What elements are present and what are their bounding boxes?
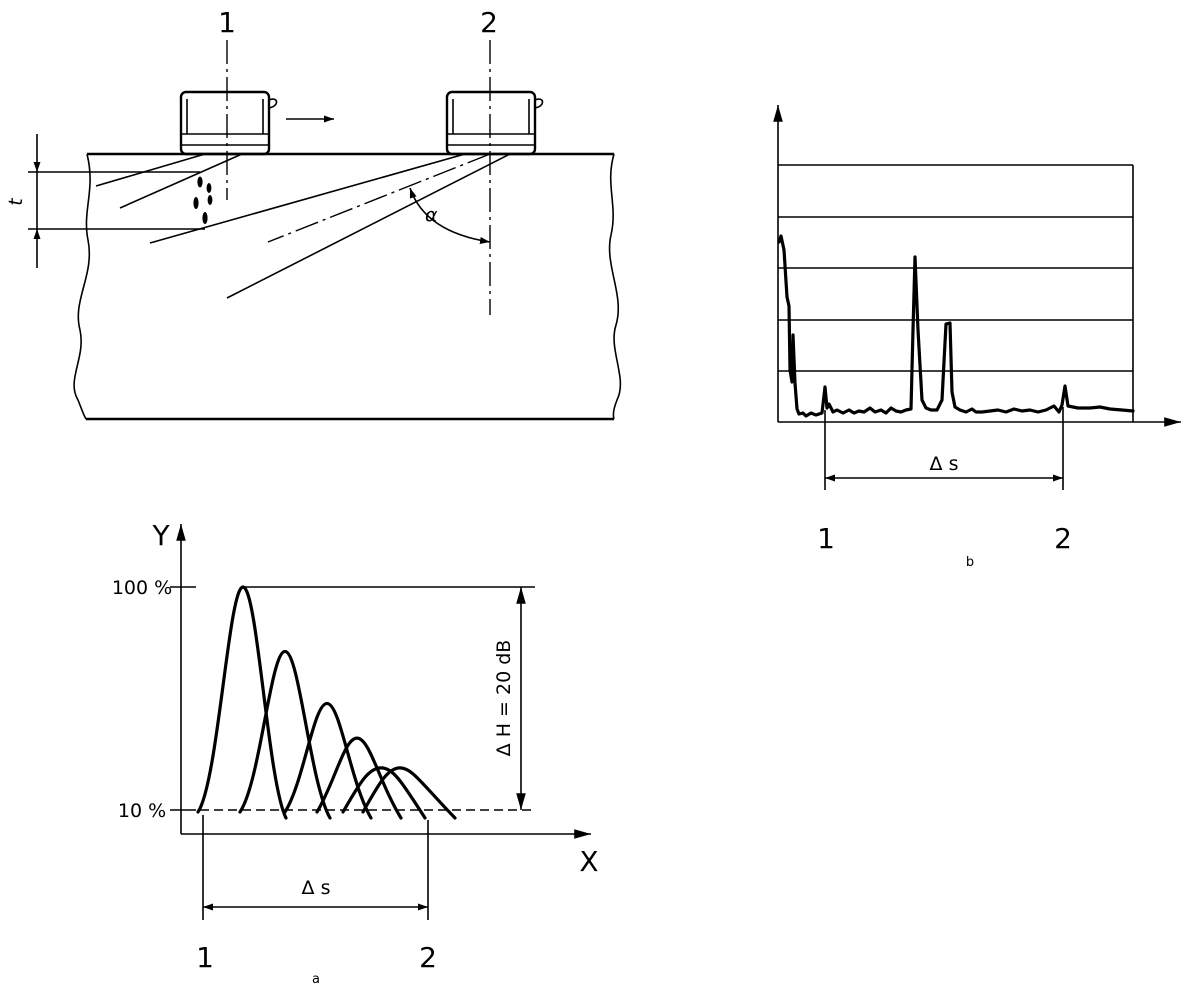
angle-label: α [425, 204, 438, 226]
echo-envelope-1 [196, 585, 288, 820]
figure-a-pos2-label: 2 [419, 941, 437, 974]
figure-a-y-axis-label: Y [151, 519, 170, 552]
test-piece [73, 152, 622, 421]
figure-b-pos2-label: 2 [1054, 522, 1072, 555]
figure-b-pos1-label: 1 [817, 522, 835, 555]
figure-b-delta-s-label: Δ s [930, 453, 959, 475]
thickness-label: t [5, 197, 27, 206]
echo-envelope-4 [315, 736, 403, 820]
figure-a: Y X 100 % 10 % Δ H = 20 dB Δ s 1 2 a [112, 519, 599, 985]
figure-b-ascan-trace [777, 234, 1135, 418]
echo-envelopes [196, 585, 457, 820]
flaw-cluster [193, 176, 213, 224]
probe-1 [179, 90, 278, 156]
echo-envelope-3 [283, 701, 373, 820]
echo-envelope-2 [238, 649, 332, 820]
probe-2 [445, 90, 544, 156]
figure-b-caption: b [966, 555, 974, 570]
tick-100-label: 100 % [112, 577, 172, 599]
delta-h-label: Δ H = 20 dB [493, 640, 515, 757]
figure-b: Δ s 1 2 b [773, 105, 1181, 570]
echo-envelope-5 [341, 766, 427, 820]
probe-1-beam [95, 153, 243, 209]
probe-2-label: 2 [480, 6, 498, 39]
figure-a-x-axis-label: X [579, 845, 598, 878]
probe-2-beam [149, 153, 511, 299]
figure-b-grid [778, 164, 1134, 422]
probe-1-label: 1 [218, 6, 236, 39]
figure-a-delta-s-label: Δ s [302, 877, 331, 899]
tick-10-label: 10 % [118, 800, 166, 822]
echo-envelope-6 [361, 766, 457, 820]
setup-drawing: 1 2 [5, 6, 622, 421]
thickness-dimension: t [5, 134, 205, 268]
angle-alpha: α [409, 187, 491, 244]
figure-a-caption: a [312, 972, 320, 985]
figure-a-pos1-label: 1 [196, 941, 214, 974]
